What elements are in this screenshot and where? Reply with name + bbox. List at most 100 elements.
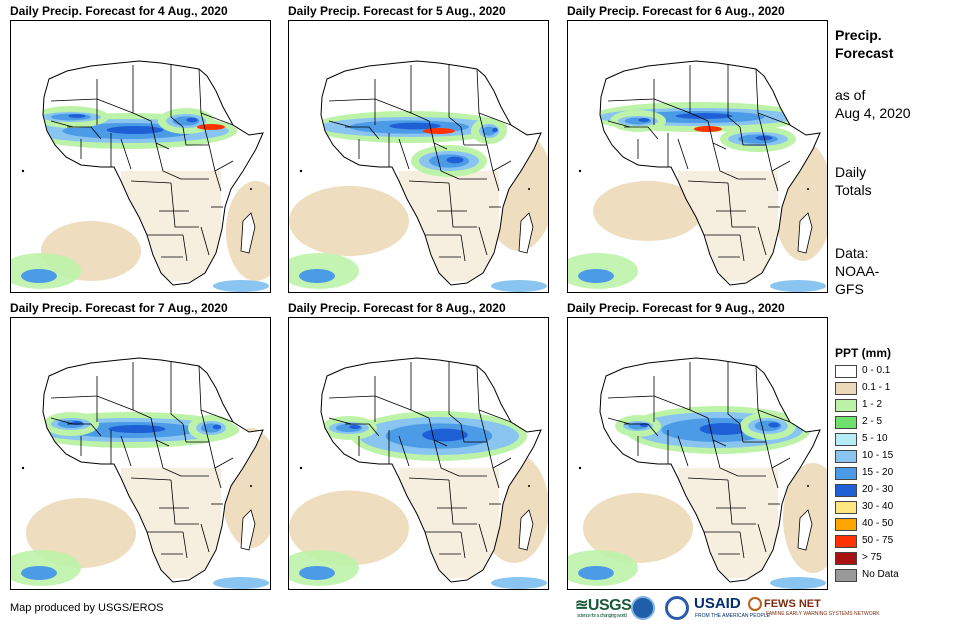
country-border: [727, 479, 756, 525]
usgs-logo: ≊USGS science for a changing world: [575, 595, 632, 623]
island: [299, 466, 303, 470]
country-border: [687, 477, 729, 481]
legend-label: 1 - 2: [862, 399, 883, 410]
legend-swatch: [835, 535, 857, 548]
fews-logo-text: FEWS NET: [764, 597, 821, 610]
rain-50-75: [197, 124, 225, 130]
ocean-rain-core: [578, 566, 614, 580]
rain-20-30: [446, 156, 464, 164]
ocean-rain-core: [491, 280, 547, 292]
madagascar: [240, 212, 256, 254]
legend-label: > 75: [862, 552, 882, 563]
rain-50-75: [423, 128, 455, 134]
coastline: [42, 357, 264, 583]
legend-label: 5 - 10: [862, 433, 888, 444]
country-border: [50, 120, 74, 128]
country-border: [96, 98, 134, 114]
ocean-dry-area: [583, 493, 693, 563]
country-border: [727, 65, 741, 128]
dry-south: [121, 468, 221, 578]
data-line: GFS: [835, 281, 864, 297]
legend-swatch: [835, 518, 857, 531]
data-line: Data:: [835, 245, 869, 261]
country-border: [170, 362, 184, 425]
land-precip: [321, 111, 507, 281]
country-border: [771, 457, 791, 469]
country-border: [727, 362, 741, 425]
usaid-logo: USAID FROM THE AMERICAN PEOPLE: [694, 595, 770, 623]
country-border: [757, 226, 767, 256]
legend-swatch: [835, 416, 857, 429]
dry-south: [121, 171, 221, 281]
country-border: [478, 523, 488, 553]
country-border: [155, 142, 182, 180]
legend-swatch: [835, 467, 857, 480]
country-border: [398, 435, 410, 467]
ocean-dry-area: [289, 186, 409, 256]
coastline: [599, 60, 821, 286]
fews-tagline: FAMINE EARLY WARNING SYSTEMS NETWORK: [766, 611, 880, 617]
rain-20-30: [186, 117, 198, 123]
rain-20-30: [389, 122, 441, 130]
panel-title: Daily Precip. Forecast for 8 Aug., 2020: [288, 301, 506, 315]
country-border: [182, 234, 188, 262]
rain-20-30: [212, 424, 222, 430]
country-border: [773, 415, 791, 423]
madagascar: [518, 509, 534, 551]
country-border: [624, 126, 659, 140]
country-border: [739, 126, 744, 146]
island: [578, 169, 582, 173]
rain-20-30: [699, 423, 749, 435]
rain-20-30: [349, 425, 361, 429]
rain-20-30: [422, 428, 468, 442]
coastline: [320, 60, 542, 286]
title-line: Precip.: [835, 27, 882, 43]
country-border: [492, 160, 512, 172]
legend-swatch: [835, 382, 857, 395]
legend-swatch: [835, 450, 857, 463]
country-border: [130, 180, 172, 184]
ocean-rain-core: [213, 577, 269, 589]
madagascar: [240, 509, 256, 551]
country-border: [130, 477, 172, 481]
ocean-rain-core: [491, 577, 547, 589]
rain-15-20: [482, 126, 496, 136]
country-border: [607, 417, 631, 425]
legend-label: 20 - 30: [862, 484, 894, 495]
country-border: [494, 118, 512, 126]
island: [21, 466, 25, 470]
madagascar: [518, 212, 534, 254]
forecast-title: Precip. Forecast: [835, 26, 893, 62]
fews-net-logo: FEWS NET FAMINE EARLY WARNING SYSTEMS NE…: [748, 597, 880, 625]
ocean-rain-core: [213, 280, 269, 292]
madagascar: [797, 509, 813, 551]
dry-south: [678, 468, 778, 578]
country-border: [687, 180, 729, 184]
as-of-line: Aug 4, 2020: [835, 105, 911, 121]
country-border: [345, 126, 380, 140]
legend-label: 40 - 50: [862, 518, 894, 529]
country-border: [712, 439, 739, 477]
country-border: [216, 118, 234, 126]
country-border: [757, 523, 767, 553]
legend-swatch: [835, 433, 857, 446]
country-border: [492, 457, 512, 469]
country-border: [214, 457, 234, 469]
country-border: [120, 138, 132, 170]
country-border: [214, 160, 234, 172]
country-border: [328, 120, 352, 128]
coastline: [599, 357, 821, 583]
country-border: [398, 138, 410, 170]
coastline: [320, 357, 542, 583]
country-border: [460, 126, 465, 146]
panel-title: Daily Precip. Forecast for 5 Aug., 2020: [288, 4, 506, 18]
country-border: [494, 415, 512, 423]
island: [250, 485, 252, 487]
noaa-logo: [631, 596, 655, 620]
ocean-rain-core: [21, 269, 57, 283]
ocean-dry-area: [26, 498, 136, 568]
rain-20-30: [492, 127, 498, 133]
usgs-tagline: science for a changing world: [577, 613, 627, 619]
country-border: [170, 479, 199, 525]
country-border: [216, 415, 234, 423]
